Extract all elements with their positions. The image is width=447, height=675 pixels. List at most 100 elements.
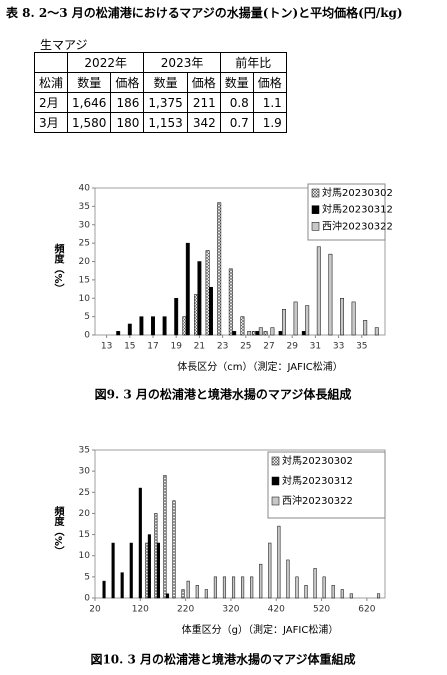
bar	[163, 475, 167, 599]
x-tick-label: 15	[124, 342, 135, 352]
header: 2022年	[67, 52, 145, 73]
bar	[268, 542, 272, 599]
y-tick-label: 30	[79, 467, 91, 477]
bar	[222, 576, 227, 599]
x-tick-label: 13	[101, 342, 112, 352]
x-tick-label: 17	[147, 342, 158, 352]
x-axis-label: 体重区分（g）（測定：JAFIC松浦）	[182, 623, 339, 636]
bar	[197, 261, 202, 336]
bar	[255, 331, 260, 336]
bar	[295, 576, 299, 599]
bar	[305, 305, 310, 336]
bar	[322, 576, 326, 599]
bar	[129, 542, 133, 599]
bar	[111, 542, 115, 599]
bar	[363, 320, 368, 336]
bar	[174, 298, 179, 336]
x-tick-label: 21	[194, 342, 205, 352]
subheader: 数量	[219, 72, 254, 93]
x-tick-label: 25	[240, 342, 251, 352]
x-tick-label: 320	[222, 605, 239, 615]
legend-label: 対馬20230302	[282, 454, 353, 467]
bar	[127, 323, 132, 336]
subheader: 価格	[186, 72, 221, 93]
legend-label: 対馬20230302	[322, 186, 393, 199]
bar	[349, 593, 353, 599]
legend-swatch	[311, 188, 320, 198]
bar	[195, 585, 199, 599]
legend-label: 西沖20230322	[322, 219, 393, 232]
bar	[278, 331, 283, 336]
y-tick-label: 20	[79, 509, 91, 519]
bar	[286, 559, 290, 599]
y-tick-label: 15	[79, 275, 90, 285]
cell: 1,646	[67, 92, 112, 113]
y-tick-label: 10	[79, 294, 91, 304]
bar	[162, 316, 167, 336]
bar	[232, 331, 237, 336]
bar	[282, 309, 286, 336]
bar	[154, 513, 158, 599]
bar	[304, 585, 308, 599]
y-tick-label: 25	[79, 488, 90, 498]
bar	[138, 487, 142, 599]
bar	[340, 298, 344, 336]
bar	[270, 327, 275, 336]
bar	[120, 572, 124, 599]
bar	[181, 589, 185, 599]
bar	[374, 327, 379, 336]
x-tick-label: 20	[89, 605, 101, 615]
bar	[250, 576, 254, 599]
legend-swatch	[271, 476, 280, 486]
bar	[182, 316, 187, 336]
x-tick-label: 35	[356, 342, 367, 352]
bar	[301, 331, 306, 336]
bar	[316, 246, 321, 336]
bar	[258, 327, 263, 336]
legend-swatch	[311, 205, 320, 214]
y-tick-label: 25	[79, 239, 90, 249]
bar	[241, 576, 245, 599]
bar	[240, 316, 245, 336]
bar	[185, 242, 190, 336]
legend-label: 対馬20230312	[282, 474, 353, 487]
legend-label: 西沖20230322	[282, 494, 353, 507]
legend	[267, 451, 386, 519]
x-tick-label: 27	[263, 342, 274, 352]
x-tick-label: 220	[177, 605, 194, 615]
bar	[145, 542, 149, 599]
bar	[313, 568, 317, 599]
y-tick-label: 40	[79, 184, 91, 194]
legend-label: 対馬20230312	[322, 203, 393, 216]
bar	[259, 563, 263, 599]
bar	[351, 301, 356, 336]
subheader: 松浦	[33, 72, 69, 93]
legend-swatch	[271, 456, 280, 466]
legend-swatch	[271, 496, 280, 506]
bar	[231, 576, 236, 599]
bar	[116, 331, 121, 336]
bar	[340, 589, 344, 599]
x-tick-label: 420	[268, 605, 285, 615]
subheader: 数量	[143, 72, 188, 93]
y-tick-label: 35	[79, 446, 90, 456]
x-tick-label: 620	[358, 605, 375, 615]
y-tick-label: 5	[84, 572, 90, 582]
bar	[102, 580, 106, 599]
bar	[165, 593, 170, 599]
y-tick-label: 20	[79, 257, 91, 267]
bar	[204, 589, 208, 599]
bar	[247, 331, 252, 336]
bar	[252, 331, 256, 336]
x-tick-label: 19	[170, 342, 182, 352]
y-tick-label: 15	[79, 530, 90, 540]
legend	[307, 183, 386, 241]
bar	[277, 525, 281, 599]
x-tick-label: 29	[286, 342, 298, 352]
bar	[293, 301, 298, 336]
x-axis-label: 体長区分（cm）（測定：JAFIC松浦）	[177, 360, 343, 373]
y-tick-label: 0	[84, 331, 90, 341]
table-label: 生マアジ	[40, 38, 88, 52]
cell: 342	[186, 112, 221, 133]
